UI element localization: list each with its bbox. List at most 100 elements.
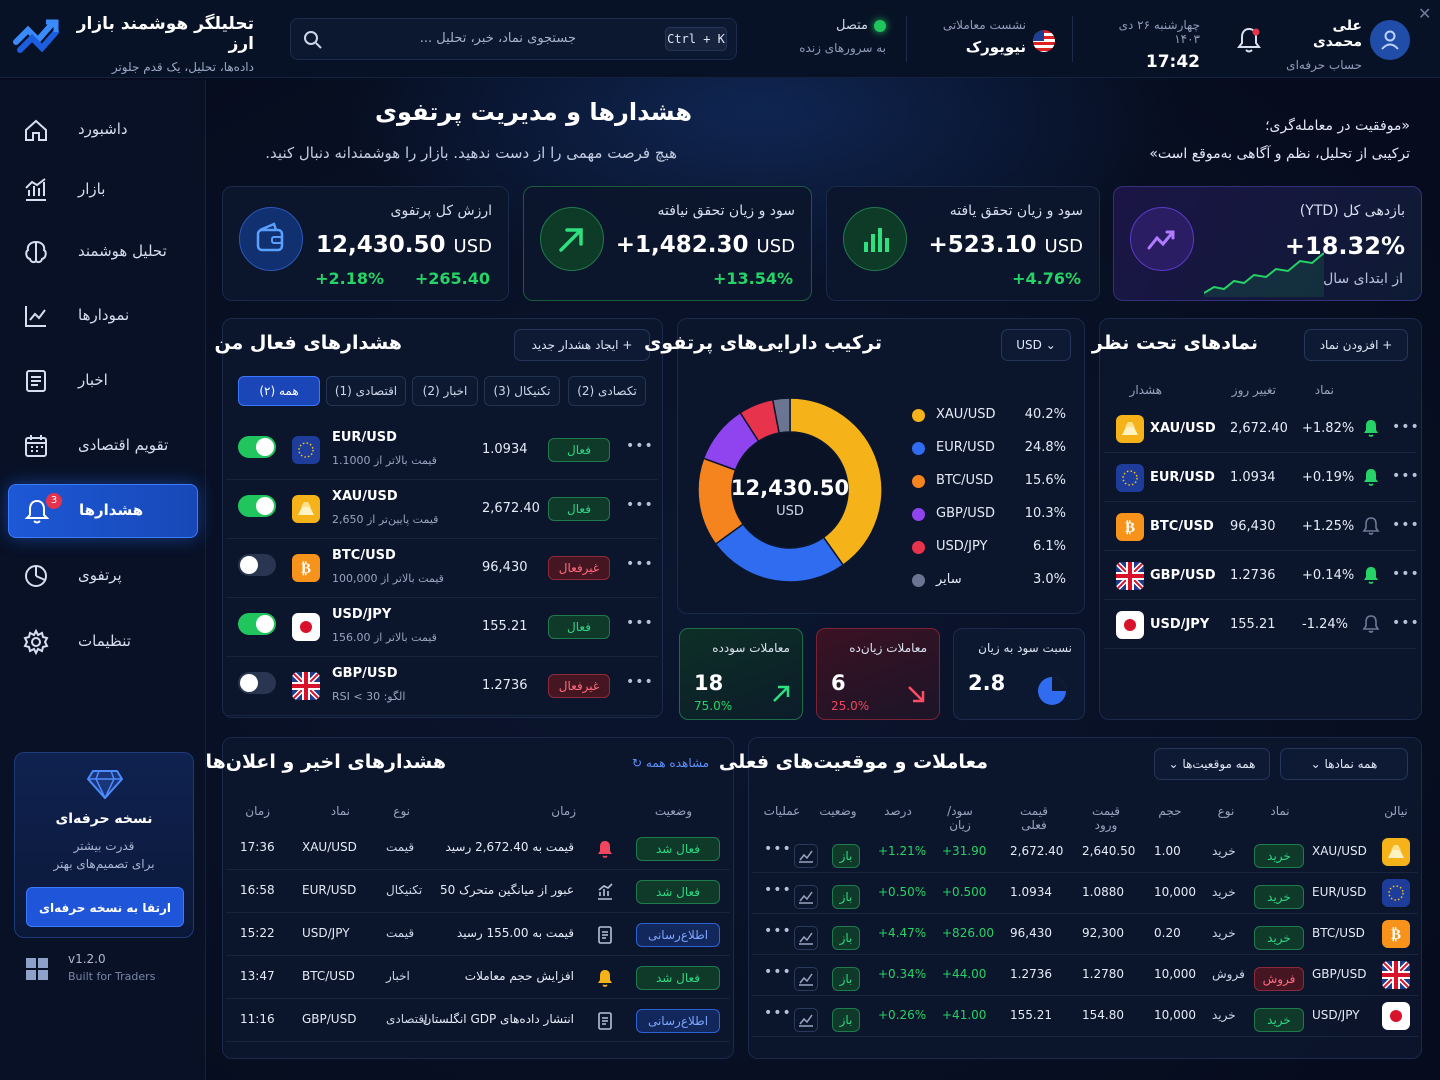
upgrade-button[interactable]: ارتقا به نسخه حرفه‌ای <box>26 887 184 927</box>
sidebar-item-8[interactable]: تنظیمات <box>8 616 198 670</box>
avatar[interactable] <box>1370 20 1410 60</box>
more-options-icon[interactable]: ••• <box>626 615 654 631</box>
watchlist-row[interactable]: ₿ BTC/USD 96,430 +1.25% ••• <box>1104 503 1419 551</box>
more-options-icon[interactable]: ••• <box>626 674 654 690</box>
session-label: نشست معاملاتی <box>942 18 1026 32</box>
close-icon[interactable]: ✕ <box>1418 4 1432 23</box>
chart-icon[interactable] <box>794 967 818 991</box>
sidebar-item-7[interactable]: پرتفوی <box>8 550 198 604</box>
recent-alert-row[interactable]: 16:58 EUR/USD تکنیکال عبور از میانگین متحرک… <box>226 871 730 913</box>
search-input[interactable]: جستجوی نماد، خبر، تحلیل ... Ctrl + K <box>290 18 737 60</box>
trade-row[interactable]: GBP/USD فروش فروش 10,000 1.2780 1.2736 +44.00 +… <box>752 954 1418 996</box>
pro-desc-1: قدرت بیشتر <box>73 839 135 853</box>
filter-symbols-select[interactable]: همه نمادها ⌄ <box>1280 748 1408 780</box>
chart-icon[interactable] <box>794 1008 818 1032</box>
add-symbol-label: افزودن نماد <box>1319 338 1379 352</box>
more-options-icon[interactable]: ••• <box>1392 468 1420 484</box>
trade-row[interactable]: EUR/USD خرید خرید 10,000 1.0880 1.0934 +0.500 +… <box>752 872 1418 914</box>
user-info[interactable]: علی محمدی حساب حرفه‌ای <box>1280 18 1362 72</box>
refresh-icon: ↻ <box>632 756 643 770</box>
alert-price: 1.0934 <box>482 442 528 457</box>
bell-inactive-icon[interactable] <box>1362 516 1380 540</box>
session-info: نشست معاملاتی نیویورک <box>926 18 1026 56</box>
bell-active-icon[interactable] <box>1362 467 1380 491</box>
kpi-realized: سود و زیان تحقق یافته +523.10 USD +4.76% <box>826 186 1100 301</box>
alert-tab-3[interactable]: تکنیکال (3) <box>484 376 560 406</box>
recent-alert-row[interactable]: 15:22 USD/JPY قیمت قیمت به 155.00 رسید اطلاع… <box>226 914 730 956</box>
watchlist-row[interactable]: XAU/USD 2,672.40 +1.82% ••• <box>1104 405 1419 453</box>
alert-tab-0[interactable]: همه (۲) <box>238 376 320 406</box>
alert-toggle[interactable] <box>238 672 276 694</box>
new-alert-button[interactable]: + ایجاد هشدار جدید <box>514 329 650 361</box>
more-options-icon[interactable]: ••• <box>626 438 654 454</box>
bell-inactive-icon[interactable] <box>1362 614 1380 638</box>
alert-condition: الگو: RSI < 30 <box>332 690 406 703</box>
trade-pnl: +44.00 <box>942 967 987 981</box>
divider <box>1072 16 1073 62</box>
more-options-icon[interactable]: ••• <box>1392 615 1420 631</box>
chevron-down-icon: ⌄ <box>1168 757 1179 771</box>
filter-positions-select[interactable]: همه موقعیت‌ها ⌄ <box>1154 748 1270 780</box>
more-options-icon[interactable]: ••• <box>1392 419 1420 435</box>
bell-active-icon[interactable] <box>1362 418 1380 442</box>
alert-tab-2[interactable]: اخبار (2) <box>412 376 478 406</box>
sidebar-item-1[interactable]: بازار <box>8 164 198 218</box>
watchlist-row[interactable]: USD/JPY 155.21 -1.24% ••• <box>1104 601 1419 649</box>
chart-icon[interactable] <box>794 926 818 950</box>
recent-alert-row[interactable]: 13:47 BTC/USD اخبار افزایش حجم معاملات فعال … <box>226 957 730 999</box>
alert-tab-1[interactable]: اقتصادی (1) <box>326 376 406 406</box>
legend-pct: 40.2% <box>1024 407 1066 422</box>
currency-select[interactable]: USD ⌄ <box>1001 329 1071 361</box>
alert-tab-4[interactable]: تکصادی (2) <box>568 376 646 406</box>
search-shortcut: Ctrl + K <box>665 27 727 51</box>
watchlist-row[interactable]: EUR/USD 1.0934 +0.19% ••• <box>1104 454 1419 502</box>
more-options-icon[interactable]: ••• <box>626 556 654 572</box>
add-symbol-button[interactable]: + افزودن نماد <box>1304 329 1408 361</box>
watchlist-row[interactable]: GBP/USD 1.2736 +0.14% ••• <box>1104 552 1419 600</box>
more-options-icon[interactable]: ••• <box>1392 566 1420 582</box>
alert-toggle[interactable] <box>238 436 276 458</box>
trade-pct: +0.26% <box>878 1008 927 1022</box>
chart-icon[interactable] <box>794 844 818 868</box>
view-all-link[interactable]: مشاهده همه ↻ <box>632 756 709 770</box>
bell-active-icon[interactable] <box>1362 565 1380 589</box>
sidebar-item-2[interactable]: تحلیل هوشمند <box>8 226 198 280</box>
more-options-icon[interactable]: ••• <box>1392 517 1420 533</box>
notification-bell-icon[interactable] <box>1236 26 1262 54</box>
trade-row[interactable]: XAU/USD خرید خرید 1.00 2,640.50 2,672.40 +31.9… <box>752 831 1418 873</box>
legend-name: EUR/USD <box>936 440 995 455</box>
bell-yellow-icon <box>596 968 614 991</box>
alert-time: 11:16 <box>240 1012 275 1026</box>
arrow-up-right-icon <box>540 207 604 271</box>
recent-alert-row[interactable]: 11:16 GBP/USD اقتصادی انتشار داده‌های GDP ا… <box>226 1000 730 1042</box>
watch-change: -1.24% <box>1302 617 1348 632</box>
sidebar-item-0[interactable]: داشبورد <box>8 104 198 158</box>
alert-description: قیمت به 155.00 رسید <box>456 926 574 940</box>
trade-row[interactable]: USD/JPY خرید خرید 10,000 154.80 155.21 +41.00 +… <box>752 995 1418 1037</box>
chart-icon[interactable] <box>794 885 818 909</box>
alert-toggle[interactable] <box>238 554 276 576</box>
more-options-icon[interactable]: ••• <box>764 923 792 939</box>
plus-icon: + <box>1378 338 1393 352</box>
sidebar-item-4[interactable]: اخبار <box>8 355 198 409</box>
alert-row: USD/JPY قیمت بالاتر از 156.00 155.21 فعال ••… <box>226 599 658 657</box>
recent-alert-row[interactable]: 17:36 XAU/USD قیمت قیمت به 2,672.40 رسید فعا… <box>226 828 730 870</box>
alert-toggle[interactable] <box>238 495 276 517</box>
more-options-icon[interactable]: ••• <box>764 841 792 857</box>
svg-text:₿: ₿ <box>1391 925 1401 943</box>
sidebar-item-5[interactable]: تقویم اقتصادی <box>8 420 198 474</box>
trade-row[interactable]: ₿ BTC/USD خرید خرید 0.20 92,300 96,430 +826.00 +… <box>752 913 1418 955</box>
more-options-icon[interactable]: ••• <box>764 882 792 898</box>
kpi-unit: USD <box>756 236 795 257</box>
sidebar-item-6[interactable]: هشدارها 3 <box>8 484 198 538</box>
sidebar-item-3[interactable]: نمودارها <box>8 290 198 344</box>
search-placeholder: جستجوی نماد، خبر، تحلیل ... <box>419 31 576 46</box>
more-options-icon[interactable]: ••• <box>764 1005 792 1021</box>
col-header: نیالن <box>1384 804 1408 818</box>
market-bars-icon <box>22 176 50 204</box>
more-options-icon[interactable]: ••• <box>626 497 654 513</box>
brain-icon <box>22 238 50 266</box>
alert-toggle[interactable] <box>238 613 276 635</box>
more-options-icon[interactable]: ••• <box>764 964 792 980</box>
col-header: قیمت فعلی <box>1019 804 1049 832</box>
